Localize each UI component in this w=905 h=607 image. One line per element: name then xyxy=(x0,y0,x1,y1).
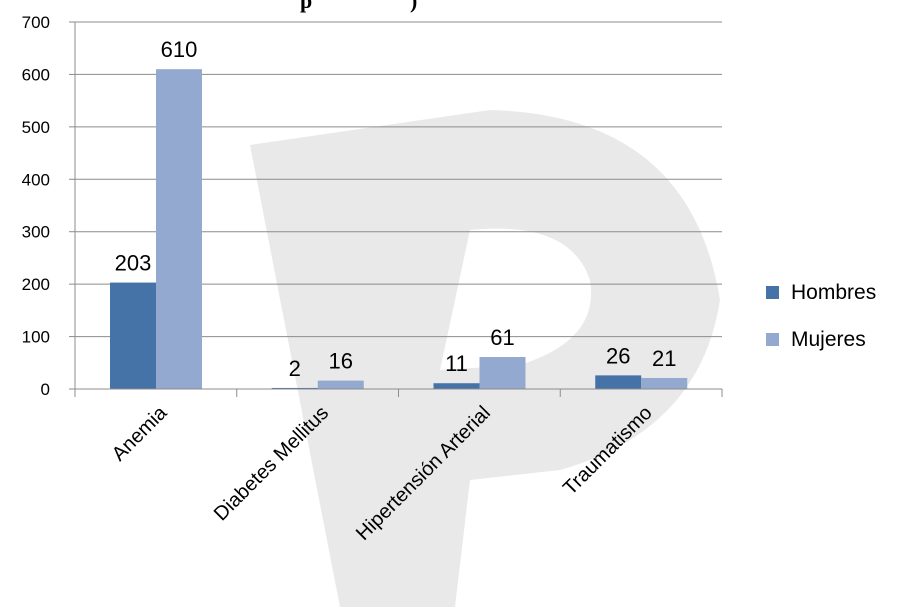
data-label: 610 xyxy=(161,37,198,62)
chart-title-fragment-2: ) xyxy=(410,0,417,13)
watermark xyxy=(250,110,720,607)
data-label: 203 xyxy=(115,251,152,276)
chart-title-fragment: p xyxy=(300,0,312,13)
bar-hombres xyxy=(271,387,318,389)
data-labels: 203 610 2 16 11 61 26 21 xyxy=(115,37,677,381)
bar-hombres xyxy=(110,282,156,389)
legend-label: Hombres xyxy=(791,281,876,304)
y-tick-label: 600 xyxy=(22,65,50,84)
y-tick-label: 200 xyxy=(22,275,50,294)
data-label: 26 xyxy=(606,343,630,368)
y-tick-label: 0 xyxy=(41,380,50,399)
data-label: 21 xyxy=(652,346,676,371)
bar-hombres xyxy=(595,375,642,389)
data-label: 61 xyxy=(490,325,514,350)
bar-mujeres xyxy=(317,380,364,389)
bar-hombres xyxy=(433,383,480,389)
data-label: 11 xyxy=(445,351,468,376)
bar-mujeres xyxy=(156,69,202,389)
data-label: 16 xyxy=(329,349,353,374)
legend: Hombres Mujeres xyxy=(766,281,876,351)
category-label: Anemia xyxy=(108,401,172,465)
bars xyxy=(110,69,688,389)
y-tick-label: 500 xyxy=(22,118,50,137)
bar-mujeres xyxy=(479,357,526,389)
y-tick-label: 300 xyxy=(22,223,50,242)
y-tick-label: 100 xyxy=(22,328,50,347)
y-axis: 0 100 200 300 400 500 600 700 xyxy=(22,13,76,399)
legend-label: Mujeres xyxy=(791,328,866,351)
data-label: 2 xyxy=(289,356,301,381)
y-tick-label: 400 xyxy=(22,170,50,189)
legend-swatch xyxy=(766,333,779,346)
bar-mujeres xyxy=(641,377,688,389)
legend-swatch xyxy=(766,286,779,299)
y-tick-label: 700 xyxy=(22,13,50,32)
